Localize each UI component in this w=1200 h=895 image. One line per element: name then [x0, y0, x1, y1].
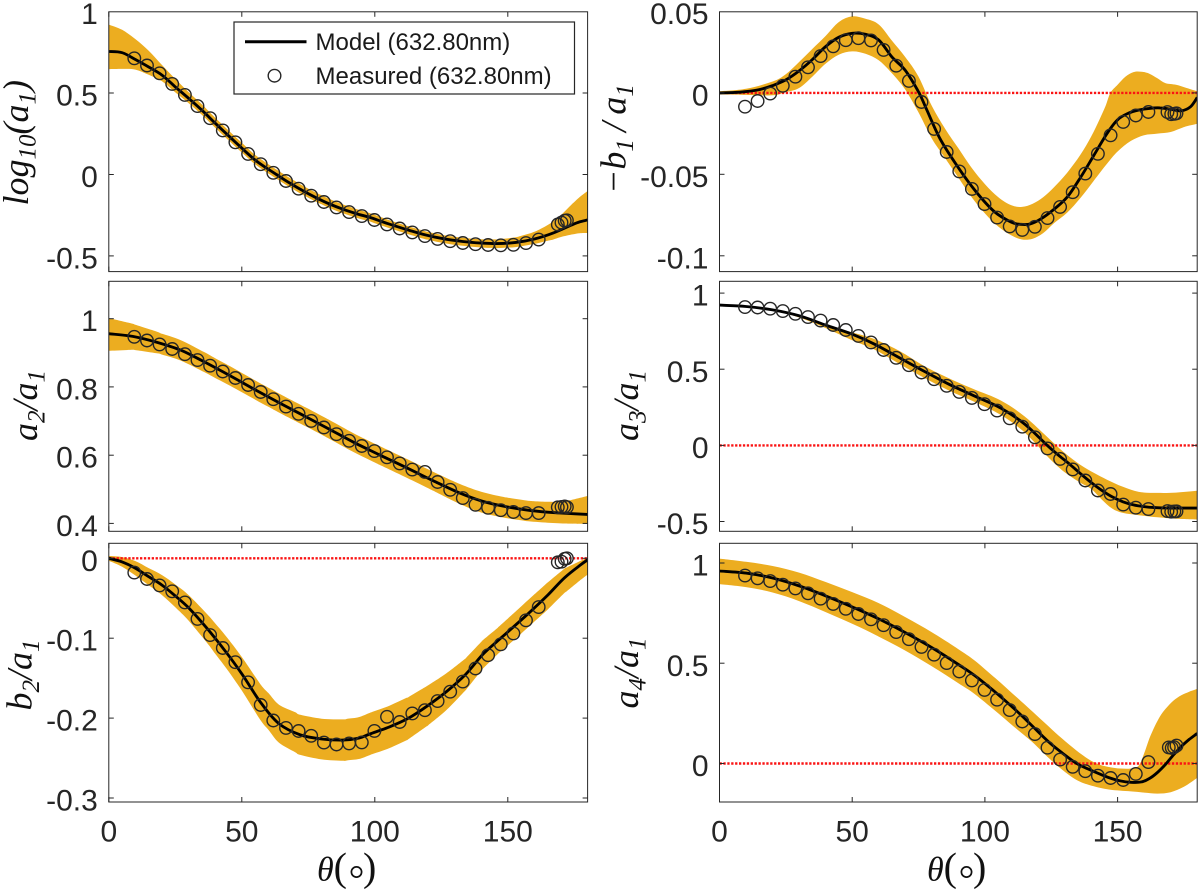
svg-text:0.4: 0.4: [56, 510, 98, 543]
svg-text:0.5: 0.5: [56, 80, 98, 113]
svg-text:0: 0: [692, 79, 709, 112]
svg-text:−b1 / a1: −b1 / a1: [594, 84, 640, 194]
svg-text:a4/a1: a4/a1: [606, 637, 652, 708]
svg-text:50: 50: [225, 816, 258, 849]
svg-text:1: 1: [81, 0, 98, 31]
svg-text:0: 0: [81, 161, 98, 194]
svg-text:0.05: 0.05: [650, 0, 708, 31]
svg-text:0: 0: [692, 750, 709, 783]
svg-text:0.8: 0.8: [56, 373, 98, 406]
svg-text:-0.5: -0.5: [46, 242, 98, 275]
svg-text:θ(: θ(: [317, 845, 347, 890]
svg-text:0.6: 0.6: [56, 442, 98, 475]
svg-text:0.5: 0.5: [667, 356, 709, 389]
svg-text:1: 1: [692, 280, 709, 313]
svg-text:Measured (632.80nm): Measured (632.80nm): [316, 63, 552, 90]
svg-text:150: 150: [1093, 816, 1143, 849]
svg-text:100: 100: [350, 816, 400, 849]
svg-text:a2/a1: a2/a1: [5, 370, 51, 441]
svg-text:log10(a1): log10(a1): [0, 80, 42, 206]
svg-text:0: 0: [692, 432, 709, 465]
svg-text:0.5: 0.5: [667, 650, 709, 683]
svg-text:-0.5: -0.5: [657, 508, 709, 541]
svg-text:0: 0: [100, 816, 117, 849]
svg-text:1: 1: [692, 550, 709, 583]
svg-text:-0.2: -0.2: [46, 705, 98, 738]
svg-text:a3/a1: a3/a1: [606, 370, 652, 441]
svg-text:-0.05: -0.05: [640, 161, 708, 194]
svg-text:0: 0: [81, 545, 98, 578]
svg-text:θ(: θ(: [927, 845, 957, 890]
svg-text:50: 50: [836, 816, 869, 849]
svg-text:-0.1: -0.1: [657, 242, 709, 275]
svg-text:-0.1: -0.1: [46, 625, 98, 658]
svg-text:): ): [363, 845, 376, 890]
svg-text:-0.3: -0.3: [46, 785, 98, 818]
svg-text:Model (632.80nm): Model (632.80nm): [316, 29, 511, 56]
svg-text:b2/a1: b2/a1: [0, 639, 45, 710]
svg-text:0: 0: [711, 816, 728, 849]
svg-text:150: 150: [483, 816, 533, 849]
svg-text:1: 1: [81, 305, 98, 338]
svg-text:): ): [973, 845, 986, 890]
svg-text:100: 100: [960, 816, 1010, 849]
